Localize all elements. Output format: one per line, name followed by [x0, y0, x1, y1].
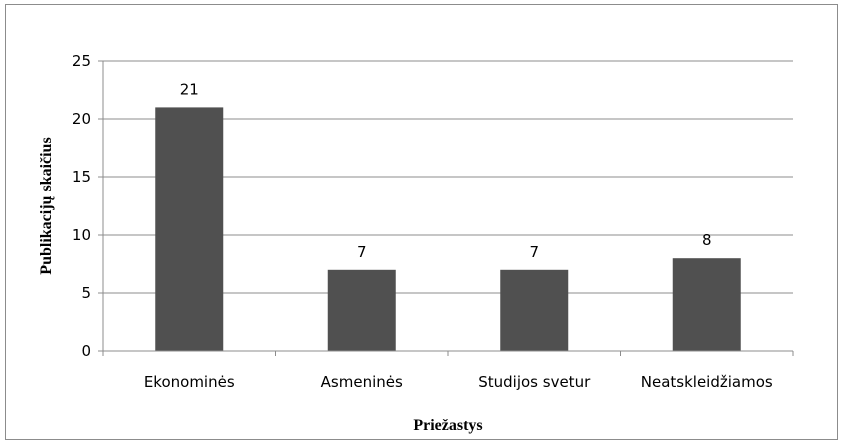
x-tick-label: Neatskleidžiamos: [641, 373, 773, 391]
y-tick-label: 10: [72, 226, 91, 244]
bar: [500, 269, 569, 351]
y-axis-title: Publikacijų skaičius: [38, 137, 55, 274]
x-tick-label: Asmeninės: [321, 373, 403, 391]
data-label: 8: [702, 231, 712, 249]
y-tick-label: 0: [81, 342, 91, 360]
x-axis: Ekonominės Asmeninės Studijos svetur Neatsk…: [102, 350, 794, 391]
x-axis-title: Priežastys: [413, 417, 482, 434]
y-tick-label: 20: [72, 110, 91, 128]
chart-frame: [5, 4, 838, 440]
bar: [672, 258, 741, 351]
data-label: 21: [180, 80, 199, 98]
bars: 21 7 7 8: [155, 80, 741, 352]
y-axis-ticks: 0 5 10 15 20 25: [72, 52, 104, 360]
y-tick-label: 25: [72, 52, 91, 70]
data-label: 7: [357, 243, 367, 261]
y-tick-label: 5: [81, 284, 91, 302]
bar: [327, 269, 396, 351]
x-tick-label: Ekonominės: [144, 373, 235, 391]
y-tick-label: 15: [72, 168, 91, 186]
x-tick-label: Studijos svetur: [478, 373, 591, 391]
data-label: 7: [529, 243, 539, 261]
bar: [155, 107, 224, 352]
